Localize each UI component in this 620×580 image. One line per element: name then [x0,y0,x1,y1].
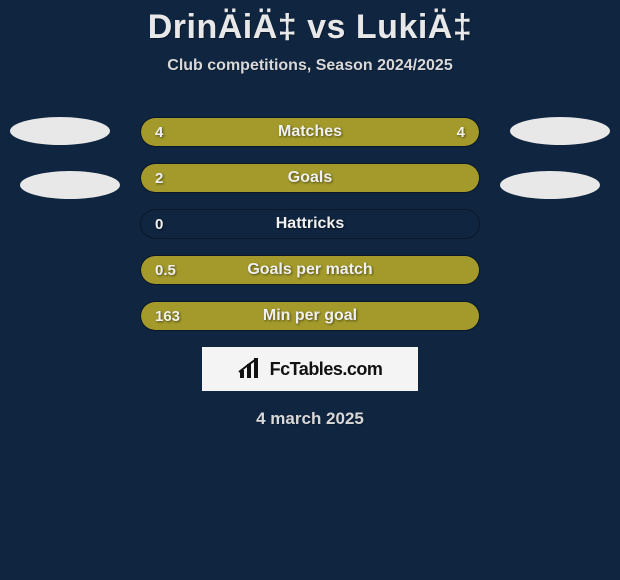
stat-row: 2Goals [140,163,480,193]
stat-row: 163Min per goal [140,301,480,331]
stat-label: Hattricks [141,210,479,238]
player-left-marker-2 [20,171,120,199]
bar-fill-left [141,256,479,284]
player-right-marker-1 [510,117,610,145]
stat-row: 0Hattricks [140,209,480,239]
player-right-marker-2 [500,171,600,199]
source-logo: FcTables.com [202,347,418,391]
stat-row: 44Matches [140,117,480,147]
comparison-panel: DrinÄiÄ‡ vs LukiÄ‡ Club competitions, Se… [0,0,620,429]
bars-icon [238,358,264,380]
page-subtitle: Club competitions, Season 2024/2025 [0,57,620,75]
stat-value-left: 0 [155,210,163,238]
stat-row: 0.5Goals per match [140,255,480,285]
bar-fill-left [141,118,310,146]
player-left-marker-1 [10,117,110,145]
bar-fill-right [310,118,479,146]
comparison-bars: 44Matches 2Goals 0Hattricks 0.5Goals per ma… [140,117,480,331]
date-label: 4 march 2025 [0,409,620,429]
logo-text: FcTables.com [270,359,383,380]
bar-fill-left [141,164,479,192]
page-title: DrinÄiÄ‡ vs LukiÄ‡ [0,8,620,47]
bar-fill-left [141,302,479,330]
stats-section: 44Matches 2Goals 0Hattricks 0.5Goals per ma… [0,117,620,429]
